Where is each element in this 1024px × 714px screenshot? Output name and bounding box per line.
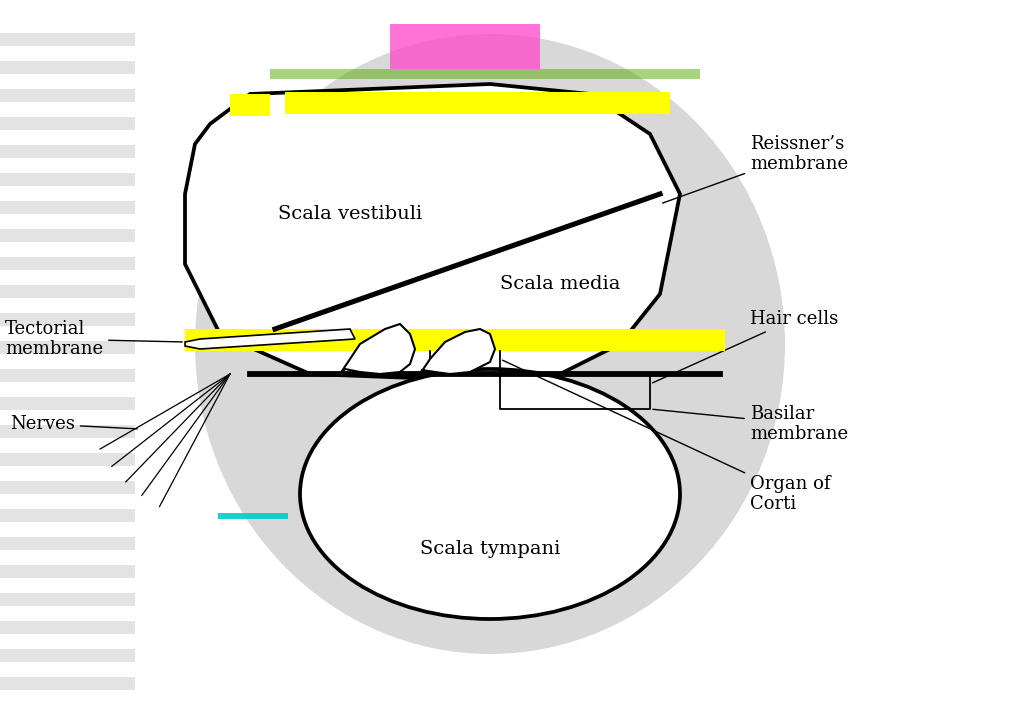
Bar [0,257,135,270]
Bar [0,621,135,634]
Bar [230,94,270,116]
Bar [0,89,135,102]
Bar [0,201,135,214]
Bar [390,24,540,69]
Bar [0,509,135,522]
Bar [0,229,135,242]
Polygon shape [420,329,495,374]
Text: Basilar
membrane: Basilar membrane [652,405,848,443]
Text: Scala vestibuli: Scala vestibuli [278,205,422,223]
Ellipse shape [300,369,680,619]
Bar [0,649,135,662]
Bar [0,145,135,158]
Bar [185,329,725,351]
Bar [0,677,135,690]
Text: Reissner’s
membrane: Reissner’s membrane [663,135,848,203]
Bar [0,341,135,354]
Text: Nerves: Nerves [10,415,137,433]
Text: Tectorial
membrane: Tectorial membrane [5,320,182,358]
Bar [0,537,135,550]
Bar [0,593,135,606]
Polygon shape [340,324,415,374]
Bar [0,117,135,130]
Bar [0,313,135,326]
Bar [0,425,135,438]
Bar [0,369,135,382]
Text: Scala media: Scala media [500,275,621,293]
Bar [270,69,700,79]
Bar [0,173,135,186]
Bar [0,33,135,46]
Bar [0,397,135,410]
Bar [0,565,135,578]
Bar [0,453,135,466]
Text: Scala tympani: Scala tympani [420,540,560,558]
Bar [0,285,135,298]
Bar [285,92,670,114]
PathPatch shape [185,84,680,379]
Bar [0,481,135,494]
Text: Hair cells: Hair cells [652,310,839,383]
Bar [0,61,135,74]
Polygon shape [185,329,355,349]
Ellipse shape [195,34,785,654]
Bar [218,513,288,519]
Text: Organ of
Corti: Organ of Corti [503,360,830,513]
